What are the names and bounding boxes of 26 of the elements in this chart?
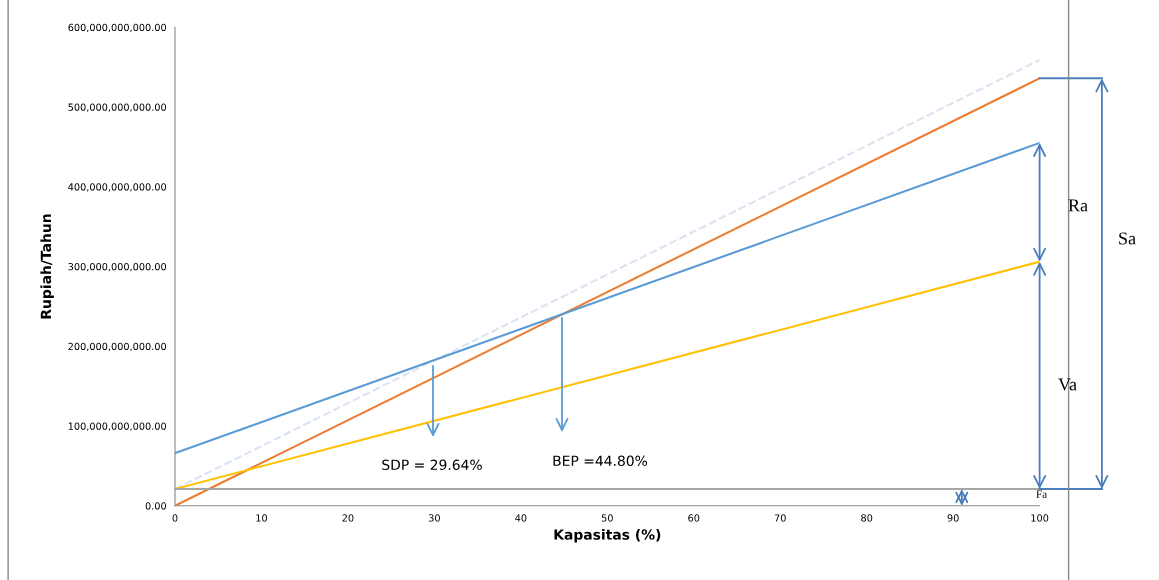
annotation: BEP =44.80% xyxy=(553,455,648,467)
y-tick-label: 300,000,000,000.00 xyxy=(68,262,167,272)
x-tick-label: 100 xyxy=(1031,514,1049,522)
annotation: Fa xyxy=(1036,490,1047,498)
x-tick-label: 30 xyxy=(428,514,440,522)
x-axis-title: Kapasitas (%) xyxy=(554,529,661,543)
x-tick-label: 0 xyxy=(172,514,178,522)
x-tick-label: 40 xyxy=(515,514,527,522)
x-tick-label: 60 xyxy=(688,514,700,522)
x-tick-label: 50 xyxy=(601,514,613,522)
y-tick-label: 100,000,000,000.00 xyxy=(68,422,167,431)
text: Ra xyxy=(1068,199,1088,212)
annotation: SDP = 29.64% xyxy=(382,459,482,471)
x-tick-label: 70 xyxy=(774,514,786,522)
text: Va xyxy=(1058,378,1077,391)
text: Sa xyxy=(1119,232,1136,245)
y-tick-label: 600,000,000,000.00 xyxy=(68,23,167,33)
y-tick-label: 500,000,000,000.00 xyxy=(68,103,167,112)
x-tick-label: 90 xyxy=(947,514,959,522)
x-tick-label: 10 xyxy=(256,514,268,522)
y-tick-label: 0.00 xyxy=(145,502,167,510)
x-tick-label: 20 xyxy=(342,514,354,522)
y-axis-title: Rupiah/Tahun xyxy=(40,214,54,319)
y-tick-label: 200,000,000,000.00 xyxy=(68,342,167,352)
x-tick-label: 80 xyxy=(861,514,873,522)
y-tick-label: 400,000,000,000.00 xyxy=(68,183,167,192)
